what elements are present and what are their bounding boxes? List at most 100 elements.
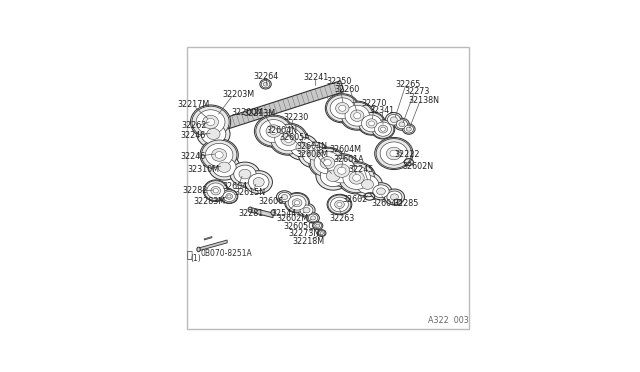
Ellipse shape xyxy=(260,120,287,143)
Ellipse shape xyxy=(337,202,342,206)
Ellipse shape xyxy=(369,121,374,126)
Ellipse shape xyxy=(227,195,231,198)
Ellipse shape xyxy=(207,183,225,199)
Ellipse shape xyxy=(226,194,232,199)
Ellipse shape xyxy=(345,105,369,126)
Ellipse shape xyxy=(205,143,233,166)
Text: 32200M: 32200M xyxy=(232,108,264,117)
Text: 32270: 32270 xyxy=(361,99,387,108)
Ellipse shape xyxy=(390,150,398,157)
Polygon shape xyxy=(250,207,273,218)
Text: 32263: 32263 xyxy=(330,214,355,223)
Ellipse shape xyxy=(362,180,374,189)
Text: 32203M: 32203M xyxy=(223,90,255,99)
Text: 32282: 32282 xyxy=(182,186,207,195)
Ellipse shape xyxy=(320,232,323,234)
Ellipse shape xyxy=(269,128,278,135)
Ellipse shape xyxy=(263,82,268,86)
Ellipse shape xyxy=(291,138,314,157)
Ellipse shape xyxy=(323,155,360,186)
Ellipse shape xyxy=(362,115,381,132)
Text: 32264: 32264 xyxy=(253,72,278,81)
Text: 32241: 32241 xyxy=(303,73,328,82)
Ellipse shape xyxy=(381,127,385,131)
Ellipse shape xyxy=(342,102,373,129)
Ellipse shape xyxy=(380,142,408,165)
Ellipse shape xyxy=(245,171,273,193)
Text: 32602M: 32602M xyxy=(276,214,308,223)
Ellipse shape xyxy=(209,154,240,180)
Ellipse shape xyxy=(340,101,374,130)
Ellipse shape xyxy=(374,137,413,170)
Ellipse shape xyxy=(372,120,394,138)
Ellipse shape xyxy=(354,113,361,119)
Ellipse shape xyxy=(218,162,230,172)
Ellipse shape xyxy=(374,122,392,136)
Ellipse shape xyxy=(394,118,410,130)
Ellipse shape xyxy=(314,223,321,229)
Ellipse shape xyxy=(254,115,292,147)
Ellipse shape xyxy=(288,195,306,210)
Text: A322  003: A322 003 xyxy=(428,316,468,325)
Ellipse shape xyxy=(292,199,302,207)
Ellipse shape xyxy=(404,125,413,133)
Ellipse shape xyxy=(390,117,397,122)
Ellipse shape xyxy=(215,151,223,158)
Ellipse shape xyxy=(328,195,351,214)
Ellipse shape xyxy=(287,134,318,160)
Ellipse shape xyxy=(192,106,229,138)
Ellipse shape xyxy=(387,147,401,160)
Ellipse shape xyxy=(308,150,321,160)
Ellipse shape xyxy=(325,94,359,123)
Text: 32341: 32341 xyxy=(369,106,394,115)
Ellipse shape xyxy=(200,139,238,171)
Ellipse shape xyxy=(281,195,287,199)
Ellipse shape xyxy=(370,183,392,200)
Ellipse shape xyxy=(353,172,383,197)
Ellipse shape xyxy=(314,151,340,174)
Ellipse shape xyxy=(269,123,308,155)
Ellipse shape xyxy=(204,181,227,201)
Ellipse shape xyxy=(353,174,360,181)
Ellipse shape xyxy=(316,224,320,227)
Ellipse shape xyxy=(239,169,251,179)
Text: 32285: 32285 xyxy=(393,199,419,208)
Ellipse shape xyxy=(298,142,330,168)
Ellipse shape xyxy=(261,80,270,88)
Ellipse shape xyxy=(312,222,323,230)
Polygon shape xyxy=(220,81,344,130)
Ellipse shape xyxy=(221,190,237,203)
Text: 32230: 32230 xyxy=(284,113,309,122)
Ellipse shape xyxy=(211,186,221,195)
Ellipse shape xyxy=(327,194,352,215)
Ellipse shape xyxy=(197,120,230,148)
Ellipse shape xyxy=(335,201,344,208)
Text: 32602N: 32602N xyxy=(403,162,434,171)
Ellipse shape xyxy=(191,105,230,139)
Ellipse shape xyxy=(385,189,404,205)
Text: Ⓑ: Ⓑ xyxy=(187,249,193,259)
Ellipse shape xyxy=(378,125,388,133)
Text: 32138N: 32138N xyxy=(408,96,439,105)
Ellipse shape xyxy=(309,147,346,178)
Ellipse shape xyxy=(256,116,291,146)
Text: 32222: 32222 xyxy=(395,150,420,158)
Ellipse shape xyxy=(335,103,349,114)
Ellipse shape xyxy=(334,164,349,177)
Polygon shape xyxy=(198,240,227,251)
Ellipse shape xyxy=(248,173,269,191)
Ellipse shape xyxy=(320,165,346,187)
Ellipse shape xyxy=(278,192,291,202)
Ellipse shape xyxy=(203,115,218,129)
Ellipse shape xyxy=(281,133,296,145)
Ellipse shape xyxy=(396,120,408,129)
Ellipse shape xyxy=(307,213,319,223)
Text: 32218M: 32218M xyxy=(292,237,324,246)
Ellipse shape xyxy=(337,167,346,174)
Ellipse shape xyxy=(300,205,313,215)
Text: 32246: 32246 xyxy=(180,131,206,140)
Ellipse shape xyxy=(284,136,292,142)
Ellipse shape xyxy=(320,157,335,169)
Ellipse shape xyxy=(266,125,281,138)
Ellipse shape xyxy=(376,188,385,195)
